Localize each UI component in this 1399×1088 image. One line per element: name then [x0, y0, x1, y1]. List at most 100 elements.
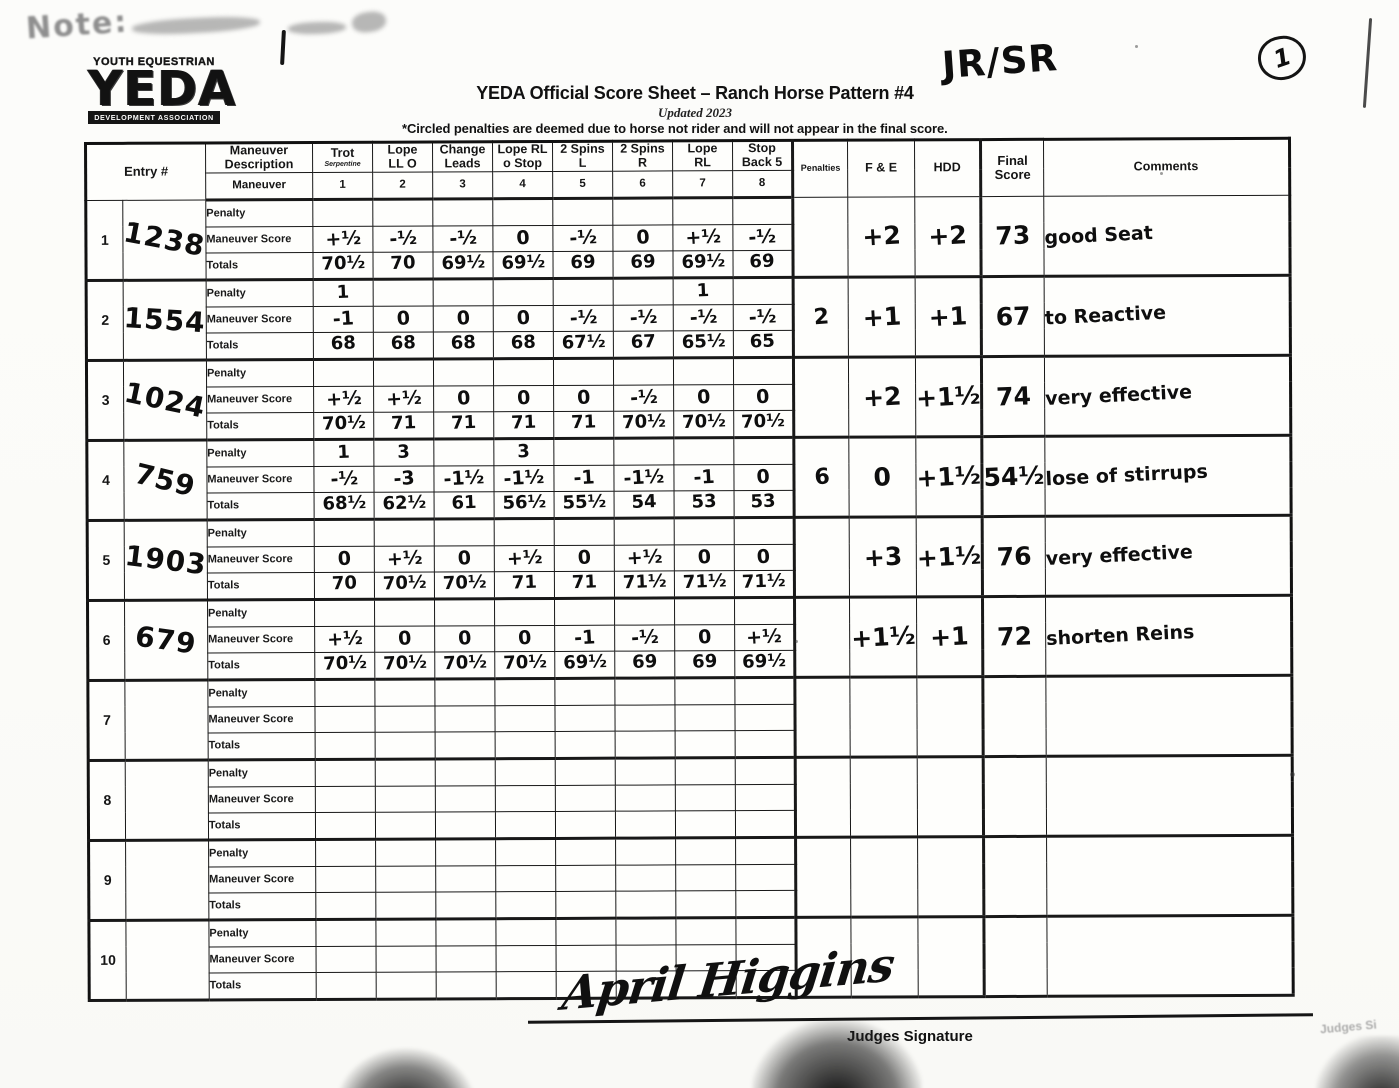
score-cell	[374, 705, 436, 732]
comment-cell: very effective	[1044, 514, 1292, 596]
penalty-cell	[494, 597, 555, 626]
maneuver-number: 3	[432, 171, 493, 199]
total-cell: 70½	[374, 651, 435, 679]
penalty-cell	[495, 837, 556, 866]
entry-number: 1903	[123, 519, 208, 600]
maneuver-number: 7	[672, 170, 733, 198]
pen-mark	[280, 29, 286, 66]
total-cell: 70½	[374, 571, 435, 599]
penalty-cell	[735, 916, 796, 945]
maneuver-name-line2: Serpentine	[324, 160, 361, 168]
maneuver-name-line2: R	[637, 155, 648, 170]
penalty-cell	[673, 357, 734, 385]
total-cell: 70	[372, 251, 434, 279]
sub-label-totals: Totals	[208, 891, 316, 920]
entry-number: 1554	[123, 279, 207, 360]
penalty-cell	[675, 757, 736, 785]
score-cell	[375, 865, 436, 892]
total-cell: 70½	[312, 252, 374, 280]
penalty-cell	[315, 838, 376, 866]
sub-label-penalty: Penalty	[208, 838, 316, 867]
maneuver-name: Stop	[748, 140, 776, 156]
score-cell	[555, 784, 616, 811]
fe-value	[850, 836, 918, 917]
penalty-cell	[734, 676, 795, 705]
total-cell	[555, 730, 616, 758]
sheet-title: YEDA Official Score Sheet – Ranch Horse …	[476, 83, 914, 103]
score-cell: 0	[492, 224, 553, 252]
final-score-value: 67	[981, 275, 1045, 357]
total-cell: 69½	[672, 250, 734, 278]
total-cell: 71	[554, 570, 615, 598]
maneuver-number: 4	[492, 170, 553, 199]
score-cell	[314, 705, 376, 732]
penalty-cell	[492, 197, 553, 226]
final-score-value: 54½	[981, 435, 1045, 517]
comment-cell: to Reactive	[1043, 274, 1291, 356]
penalty-cell	[675, 837, 736, 865]
penalty-cell	[554, 597, 615, 625]
row-number: 1	[85, 199, 124, 280]
penalty-cell	[433, 358, 494, 386]
total-cell	[315, 891, 376, 919]
total-cell	[375, 731, 436, 759]
penalty-cell	[554, 517, 615, 545]
score-cell: 0	[734, 543, 795, 571]
total-cell	[376, 971, 437, 999]
score-cell	[615, 784, 676, 811]
penalty-cell	[435, 838, 496, 866]
penalties-value: 6	[793, 436, 850, 517]
score-cell: 0	[493, 384, 554, 412]
penalty-cell	[373, 358, 434, 386]
logo-bottom-text: DEVELOPMENT ASSOCIATION	[88, 111, 220, 125]
sub-label-penalty: Penalty	[206, 439, 314, 467]
score-cell	[435, 865, 496, 892]
maneuver-name: Lope	[387, 142, 418, 157]
score-cell: -½	[613, 384, 674, 411]
score-cell	[375, 785, 436, 812]
score-cell: 0	[612, 224, 673, 251]
scan-smudge	[336, 1048, 476, 1088]
penalty-cell	[612, 197, 673, 225]
score-cell: -½	[432, 225, 493, 252]
penalty-cell	[553, 357, 614, 385]
penalty-cell	[554, 677, 615, 705]
sub-label-totals: Totals	[206, 412, 314, 440]
fe-header: F & E	[847, 139, 915, 197]
penalty-cell	[735, 836, 796, 865]
hdd-header: HDD	[914, 139, 981, 197]
handwritten-note-scribble	[287, 20, 347, 36]
total-cell: 71½	[614, 570, 675, 598]
total-cell: 70½	[494, 651, 555, 679]
maneuver-name-line2: L	[578, 155, 587, 170]
total-cell	[735, 889, 796, 918]
score-cell	[495, 784, 556, 812]
penalty-cell	[555, 917, 616, 945]
final-score-value: 73	[980, 195, 1044, 277]
comments-header: Comments	[1043, 138, 1290, 196]
row-number: 2	[86, 279, 124, 360]
sub-label-score: Maneuver Score	[207, 625, 315, 653]
penalty-cell	[435, 918, 496, 946]
penalty-cell	[493, 357, 554, 386]
entry-number: 759	[123, 439, 208, 520]
final-score-value	[983, 835, 1047, 917]
scan-smudge	[1316, 1036, 1399, 1088]
page-number: 1	[1269, 42, 1295, 74]
entry-header: Entry #	[85, 142, 206, 200]
score-cell: -1	[553, 464, 614, 491]
total-cell: 70½	[673, 410, 734, 438]
score-cell: 0	[434, 625, 495, 652]
score-cell: 0	[673, 384, 734, 411]
final-score-value: 74	[981, 355, 1045, 437]
maneuver-name: Change	[439, 142, 486, 157]
score-cell: 0	[433, 385, 494, 412]
score-cell: 0	[674, 544, 735, 571]
maneuver-column-header: 2 Spins L	[552, 141, 613, 171]
row-number: 7	[87, 679, 126, 760]
comment-cell: shorten Reins	[1045, 594, 1292, 676]
total-cell: 55½	[553, 490, 615, 518]
penalty-cell	[674, 597, 735, 625]
maneuver-name-line2: Leads	[444, 156, 481, 171]
penalty-cell	[734, 516, 795, 545]
